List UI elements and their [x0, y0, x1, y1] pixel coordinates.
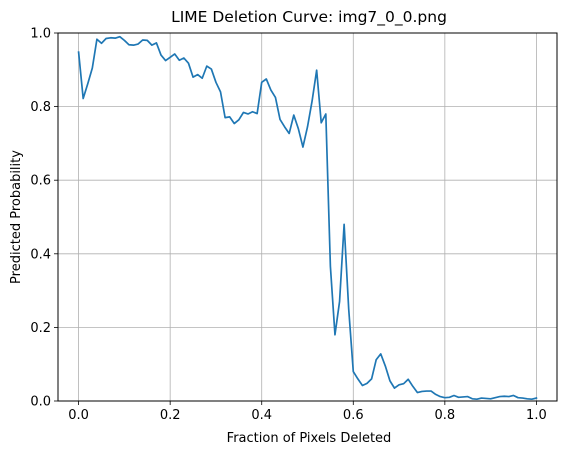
y-tick-label: 0.8 — [30, 100, 51, 115]
y-tick-label: 0.4 — [30, 247, 51, 262]
plot-frame — [57, 32, 558, 402]
chart-title: LIME Deletion Curve: img7_0_0.png — [171, 8, 447, 27]
x-tick-label: 0.4 — [251, 408, 272, 423]
series-line — [77, 35, 538, 401]
tick-layer: 0.0 0.2 0.4 0.6 0.8 1.0 0.0 0.2 0.4 0.6 0.8 1.0 — [30, 27, 546, 424]
y-tick-label: 0.6 — [30, 174, 51, 189]
x-tick-label: 1.0 — [526, 408, 547, 423]
x-tick-label: 0.8 — [434, 408, 455, 423]
y-tick-label: 0.0 — [30, 395, 51, 410]
line-layer — [77, 35, 538, 401]
y-axis-label: Predicted Probability — [9, 150, 24, 284]
x-axis-label: Fraction of Pixels Deleted — [227, 431, 392, 446]
x-tick-label: 0.0 — [68, 408, 89, 423]
x-tick-label: 0.2 — [160, 408, 181, 423]
y-tick-label: 1.0 — [30, 27, 51, 42]
y-tick-label: 0.2 — [30, 321, 51, 336]
x-tick-label: 0.6 — [343, 408, 364, 423]
